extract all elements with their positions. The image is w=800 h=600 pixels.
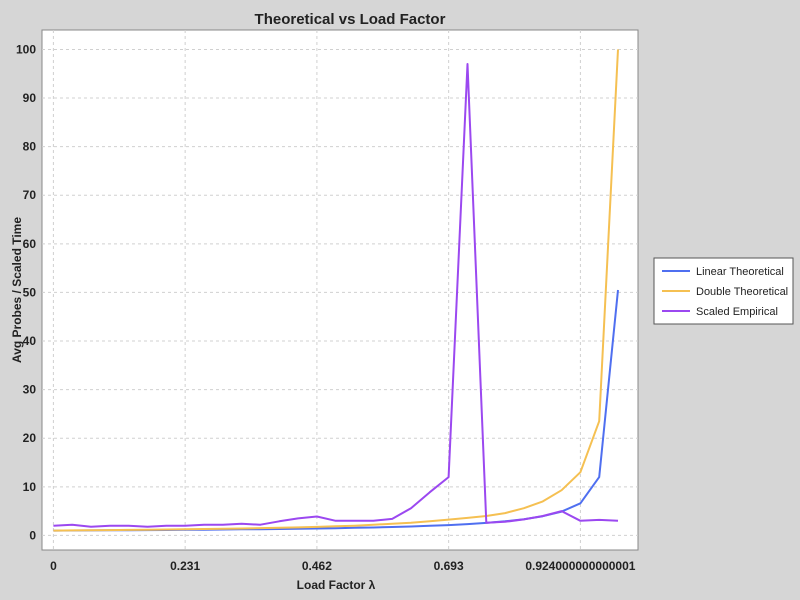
y-tick-label: 60: [23, 237, 37, 251]
x-tick-label: 0.924000000000001: [525, 559, 635, 573]
y-tick-label: 10: [23, 480, 37, 494]
series-layer: [53, 49, 619, 532]
grid-layer: [42, 30, 638, 550]
chart-title: Theoretical vs Load Factor: [255, 11, 446, 28]
legend-entry-label: Linear Theoretical: [696, 266, 784, 278]
legend: Linear Theoretical Double Theoretical Scal…: [653, 257, 794, 325]
y-tick-label: 0: [29, 528, 36, 542]
series-line-double-theoretical: [53, 49, 619, 532]
x-tick-label: 0.693: [434, 559, 464, 573]
axis-layer: 0 0.231 0.462 0.693 0.924000000000001 0 10 20 30…: [16, 42, 636, 573]
plot-area: [41, 29, 639, 551]
legend-entry-label: Scaled Empirical: [696, 306, 778, 318]
x-axis-label: Load Factor λ: [297, 578, 376, 592]
y-tick-label: 70: [23, 188, 37, 202]
legend-entry-label: Double Theoretical: [696, 286, 788, 298]
series-line-scaled-empirical: [53, 63, 619, 528]
x-tick-label: 0.462: [302, 559, 332, 573]
y-tick-label: 50: [23, 285, 37, 299]
y-tick-label: 100: [16, 42, 36, 56]
y-tick-label: 90: [23, 91, 37, 105]
y-tick-label: 40: [23, 334, 37, 348]
y-tick-label: 20: [23, 431, 37, 445]
x-tick-label: 0.231: [170, 559, 200, 573]
y-tick-label: 30: [23, 383, 37, 397]
x-tick-label: 0: [50, 559, 57, 573]
y-axis-label: Avg Probes / Scaled Time: [10, 217, 24, 363]
y-tick-label: 80: [23, 140, 37, 154]
